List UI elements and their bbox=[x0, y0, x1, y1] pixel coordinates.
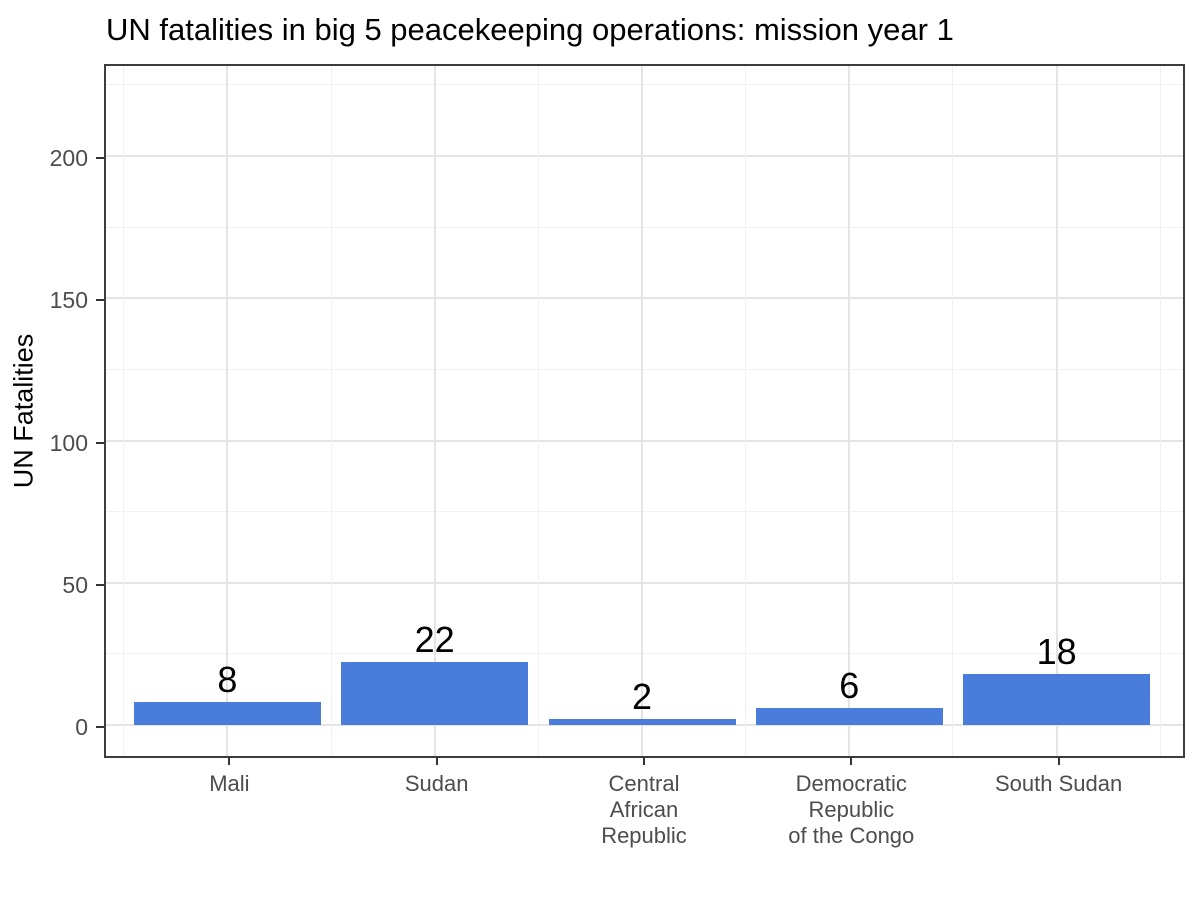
y-axis-tick-label: 100 bbox=[49, 429, 88, 456]
gridline-major-vertical bbox=[1055, 64, 1058, 758]
bar-value-label: 8 bbox=[217, 659, 238, 701]
gridline-major-horizontal bbox=[104, 439, 1185, 442]
gridline-major-vertical bbox=[848, 64, 851, 758]
bar-mali bbox=[133, 702, 321, 725]
plot-panel: 8 22 2 6 18 bbox=[104, 64, 1185, 758]
chart-title: UN fatalities in big 5 peacekeeping oper… bbox=[106, 12, 954, 47]
y-axis-tick bbox=[96, 157, 104, 159]
gridline-minor-horizontal bbox=[104, 368, 1185, 370]
gridline-minor-vertical bbox=[1159, 64, 1161, 758]
y-axis-tick-label: 0 bbox=[75, 714, 88, 740]
gridline-minor-vertical bbox=[330, 64, 332, 758]
y-axis-tick-label: 150 bbox=[49, 287, 88, 314]
gridline-major-vertical bbox=[226, 64, 229, 758]
bar-democratic bbox=[755, 707, 943, 725]
x-axis-tick-label: Central African Republic bbox=[601, 771, 687, 848]
x-axis-tick-label: South Sudan bbox=[994, 771, 1123, 796]
y-axis-tick bbox=[96, 726, 104, 728]
bar-value-label: 2 bbox=[631, 676, 653, 718]
x-axis-tick bbox=[1057, 757, 1060, 765]
x-axis-tick-label: Mali bbox=[209, 771, 250, 796]
bar-sudan bbox=[341, 662, 529, 725]
gridline-minor-horizontal bbox=[104, 511, 1185, 513]
gridline-minor-vertical bbox=[537, 64, 539, 758]
y-axis-title: UN Fatalities bbox=[8, 333, 39, 489]
bar-south-sudan bbox=[963, 673, 1151, 725]
gridline-major-horizontal bbox=[104, 581, 1185, 584]
x-axis-tick bbox=[643, 757, 645, 765]
y-axis-tick bbox=[96, 299, 104, 302]
gridline-minor-vertical bbox=[123, 64, 125, 758]
y-axis-tick-label: 50 bbox=[62, 571, 88, 598]
gridline-minor-horizontal bbox=[104, 84, 1185, 86]
gridline-minor-vertical bbox=[745, 64, 747, 758]
bar-value-label: 18 bbox=[1036, 630, 1077, 672]
gridline-major-vertical bbox=[641, 64, 643, 758]
x-axis-tick bbox=[850, 757, 853, 765]
y-axis-tick bbox=[96, 583, 104, 586]
gridline-minor-vertical bbox=[952, 64, 954, 758]
gridline-major-horizontal bbox=[104, 724, 1185, 726]
bar-central bbox=[548, 719, 736, 725]
y-axis-tick bbox=[96, 441, 104, 444]
y-axis-tick-label: 200 bbox=[49, 145, 88, 171]
x-axis-tick bbox=[228, 757, 231, 765]
gridline-major-vertical bbox=[433, 64, 436, 758]
bar-value-label: 6 bbox=[839, 664, 860, 706]
bar-value-label: 22 bbox=[414, 619, 455, 661]
x-axis-tick bbox=[435, 757, 438, 765]
x-axis-tick-label: Democratic Republic of the Congo bbox=[788, 771, 915, 848]
gridline-major-horizontal bbox=[104, 155, 1185, 157]
gridline-major-horizontal bbox=[104, 297, 1185, 300]
x-axis-tick-label: Sudan bbox=[404, 771, 469, 796]
gridline-minor-horizontal bbox=[104, 226, 1185, 228]
gridline-minor-horizontal bbox=[104, 653, 1185, 655]
